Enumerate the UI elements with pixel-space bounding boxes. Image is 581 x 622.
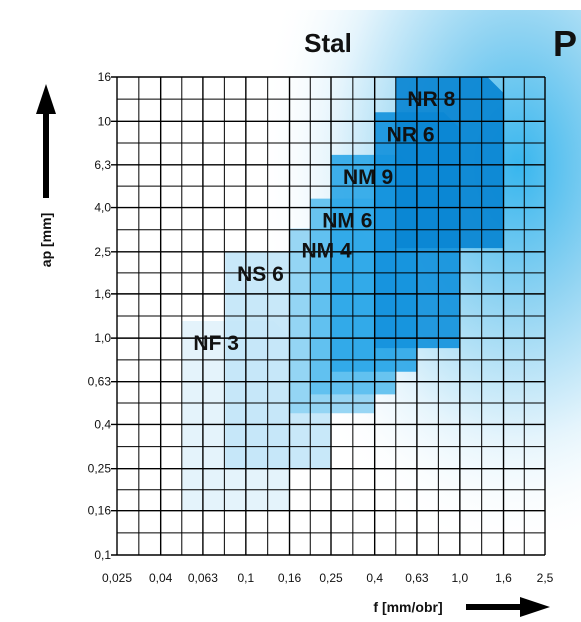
x-tick-label: 1,0: [451, 571, 468, 585]
y-axis-arrow: [36, 84, 56, 198]
y-tick-label: 0,1: [94, 548, 111, 562]
grid-layer: [111, 76, 546, 556]
corner-letter: P: [553, 23, 577, 64]
y-tick-label: 2,5: [94, 245, 111, 259]
region-label: NR 8: [407, 88, 455, 111]
x-tick-label: 0,16: [278, 571, 302, 585]
y-tick-label: 1,6: [94, 287, 111, 301]
x-tick-label: 2,5: [537, 571, 554, 585]
region-label: NM 4: [302, 240, 352, 263]
region-label: NM 9: [343, 166, 393, 189]
region-label: NR 6: [387, 123, 435, 146]
y-tick-label: 6,3: [94, 158, 111, 172]
x-tick-label: 0,4: [366, 571, 383, 585]
x-tick-label: 0,04: [149, 571, 173, 585]
x-tick-label: 1,6: [495, 571, 512, 585]
y-tick-label: 0,4: [94, 417, 111, 431]
chart-title: Stal: [304, 28, 352, 58]
x-axis-label: f [mm/obr]: [373, 599, 442, 615]
y-tick-label: 4,0: [94, 201, 111, 215]
x-tick-label: 0,025: [102, 571, 132, 585]
x-tick-label: 0,63: [405, 571, 429, 585]
y-tick-label: 10: [98, 114, 112, 128]
y-tick-label: 1,0: [94, 331, 111, 345]
y-tick-label: 0,63: [88, 375, 112, 389]
region-label: NS 6: [237, 263, 284, 286]
region-label: NM 6: [322, 210, 372, 233]
region-labels-layer: NF 3 NS 6 NM 4 NM 6 NM 9 NR 6 NR 8: [193, 88, 455, 355]
x-axis-arrow: [466, 597, 550, 617]
y-tick-label: 0,16: [88, 504, 112, 518]
x-tick-label: 0,25: [319, 571, 343, 585]
region-label: NF 3: [193, 332, 239, 355]
x-tick-label: 0,1: [237, 571, 254, 585]
y-tick-label: 16: [98, 70, 112, 84]
ticks-layer: 0,025 0,04 0,063 0,1 0,16 0,25 0,4 0,63 1,0 1,6 2,…: [88, 70, 554, 585]
region-nr-8: [395, 77, 504, 249]
y-tick-label: 0,25: [88, 462, 112, 476]
x-tick-label: 0,063: [188, 571, 218, 585]
y-axis-label: ap [mm]: [38, 213, 54, 267]
